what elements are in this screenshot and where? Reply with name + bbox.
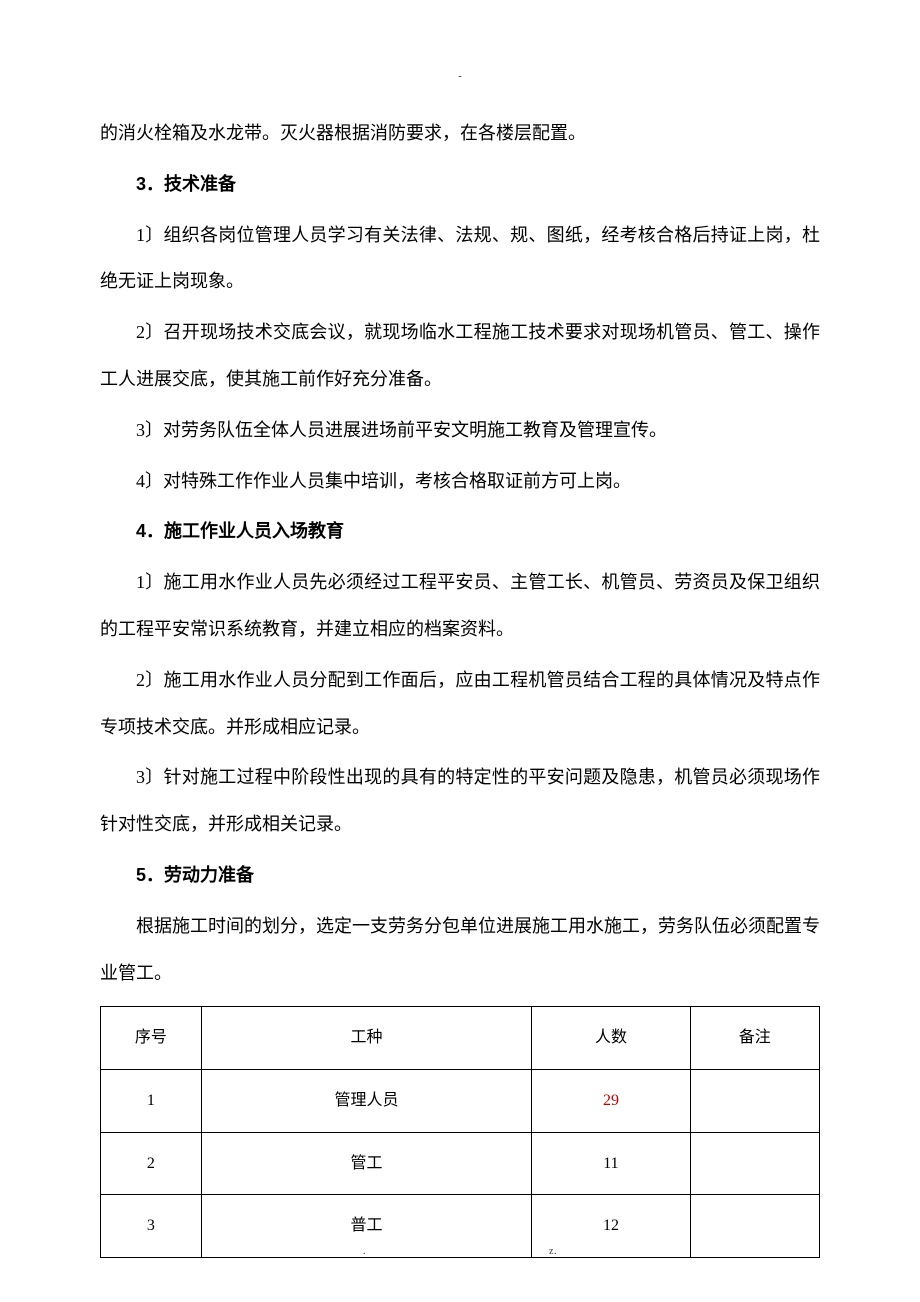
heading-5: 5．劳动力准备 [100,852,820,899]
cell-note [690,1132,819,1195]
cell-count: 29 [532,1069,690,1132]
para-4-3: 3〕针对施工过程中阶段性出现的具有的特定性的平安问题及隐患，机管员必须现场作针对… [100,754,820,848]
cell-seq: 1 [101,1069,202,1132]
document-body: 的消火栓箱及水龙带。灭火器根据消防要求，在各楼层配置。 3．技术准备 1〕组织各… [100,110,820,1258]
para-3-3: 3〕对劳务队伍全体人员进展进场前平安文明施工教育及管理宣传。 [100,407,820,454]
cell-seq: 2 [101,1132,202,1195]
para-5-1: 根据施工时间的划分，选定一支劳务分包单位进展施工用水施工，劳务队伍必须配置专业管… [100,903,820,997]
page-top-marker: - [458,70,462,82]
para-3-2: 2〕召开现场技术交底会议，就现场临水工程施工技术要求对现场机管员、管工、操作工人… [100,309,820,403]
cell-type: 管工 [201,1132,532,1195]
cell-note [690,1069,819,1132]
footer-left: . [363,1246,366,1257]
labor-table: 序号 工种 人数 备注 1 管理人员 29 2 管工 11 3 普工 [100,1006,820,1257]
heading-4: 4．施工作业人员入场教育 [100,508,820,555]
continuation-line: 的消火栓箱及水龙带。灭火器根据消防要求，在各楼层配置。 [100,110,820,157]
th-type: 工种 [201,1007,532,1070]
para-4-1: 1〕施工用水作业人员先必须经过工程平安员、主管工长、机管员、劳资员及保卫组织的工… [100,559,820,653]
cell-count: 11 [532,1132,690,1195]
para-3-1: 1〕组织各岗位管理人员学习有关法律、法规、规、图纸，经考核合格后持证上岗，杜绝无… [100,212,820,306]
table-header-row: 序号 工种 人数 备注 [101,1007,820,1070]
th-seq: 序号 [101,1007,202,1070]
table-row: 2 管工 11 [101,1132,820,1195]
page-footer: . z. [0,1246,920,1257]
th-count: 人数 [532,1007,690,1070]
table-body: 1 管理人员 29 2 管工 11 3 普工 12 [101,1069,820,1257]
footer-right: z. [549,1246,557,1257]
cell-type: 管理人员 [201,1069,532,1132]
para-3-4: 4〕对特殊工作作业人员集中培训，考核合格取证前方可上岗。 [100,458,820,505]
heading-3: 3．技术准备 [100,161,820,208]
para-4-2: 2〕施工用水作业人员分配到工作面后，应由工程机管员结合工程的具体情况及特点作专项… [100,657,820,751]
table-row: 1 管理人员 29 [101,1069,820,1132]
th-note: 备注 [690,1007,819,1070]
